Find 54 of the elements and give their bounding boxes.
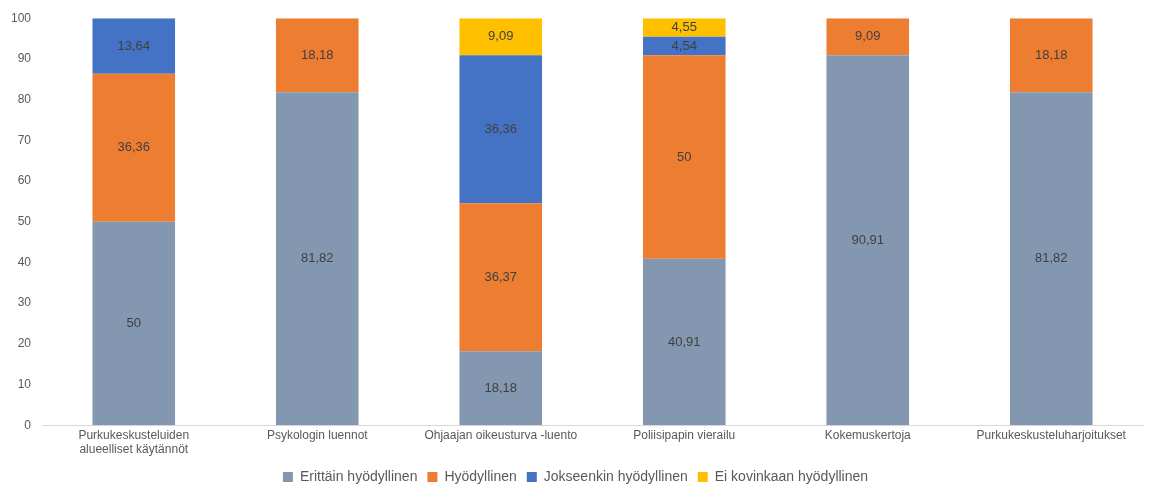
data-label: 4,55 <box>671 19 697 35</box>
y-tick-label: 0 <box>24 417 32 432</box>
y-tick-label: 30 <box>17 295 32 310</box>
data-label: 18,18 <box>484 379 518 395</box>
bar <box>92 221 176 426</box>
bar <box>459 203 543 352</box>
bar <box>92 18 176 74</box>
data-label: 36,37 <box>484 268 518 284</box>
bar <box>92 73 176 222</box>
x-tick-label: Poliisipapin vierailu <box>633 427 736 442</box>
data-label: 9,09 <box>488 28 514 44</box>
bar <box>459 55 543 204</box>
bar <box>642 55 726 259</box>
x-tick-label: Ohjaajan oikeusturva -luento <box>424 427 578 442</box>
data-label: 81,82 <box>1034 250 1068 266</box>
y-tick-label: 80 <box>17 91 32 106</box>
data-label: 9,09 <box>855 28 881 44</box>
x-tick-label: Purkukeskusteluharjoitukset <box>976 427 1127 442</box>
data-label: 18,18 <box>1034 46 1068 62</box>
data-label: 4,54 <box>671 37 697 53</box>
y-tick-label: 40 <box>17 254 32 269</box>
data-label: 90,91 <box>851 231 885 247</box>
bar <box>642 258 726 426</box>
data-label: 13,64 <box>117 37 151 53</box>
bar <box>275 18 359 93</box>
bar <box>826 55 910 426</box>
data-label: 50 <box>677 148 692 164</box>
bar <box>459 18 543 56</box>
y-tick-label: 90 <box>17 51 32 66</box>
data-label: 40,91 <box>667 333 701 349</box>
data-label: 36,36 <box>484 120 518 136</box>
y-tick-label: 20 <box>17 336 32 351</box>
legend-label: Jokseenkin hyödyllinen <box>543 467 688 484</box>
legend-label: Erittäin hyödyllinen <box>299 467 418 484</box>
y-tick-label: 70 <box>17 132 32 147</box>
bar <box>275 92 359 426</box>
x-tick-label: Purkukeskusteluiden alueelliset käytännöt <box>78 427 190 457</box>
legend-label: Hyödyllinen <box>444 467 517 484</box>
x-tick-label: Psykologin luennot <box>266 427 369 442</box>
bar <box>1009 92 1093 426</box>
data-label: 50 <box>126 315 141 331</box>
y-tick-label: 10 <box>17 376 32 391</box>
bar <box>826 18 910 56</box>
data-label: 36,36 <box>117 139 151 155</box>
y-tick-label: 60 <box>17 173 32 188</box>
y-tick-label: 50 <box>17 214 32 229</box>
x-tick-label: Kokemuskertoja <box>824 427 912 442</box>
bar <box>642 36 726 56</box>
data-label: 81,82 <box>300 250 334 266</box>
legend-label: Ei kovinkaan hyödyllinen <box>714 467 869 484</box>
y-tick-label: 100 <box>10 10 32 25</box>
bar <box>459 351 543 426</box>
bar <box>1009 18 1093 93</box>
data-label: 18,18 <box>300 46 334 62</box>
